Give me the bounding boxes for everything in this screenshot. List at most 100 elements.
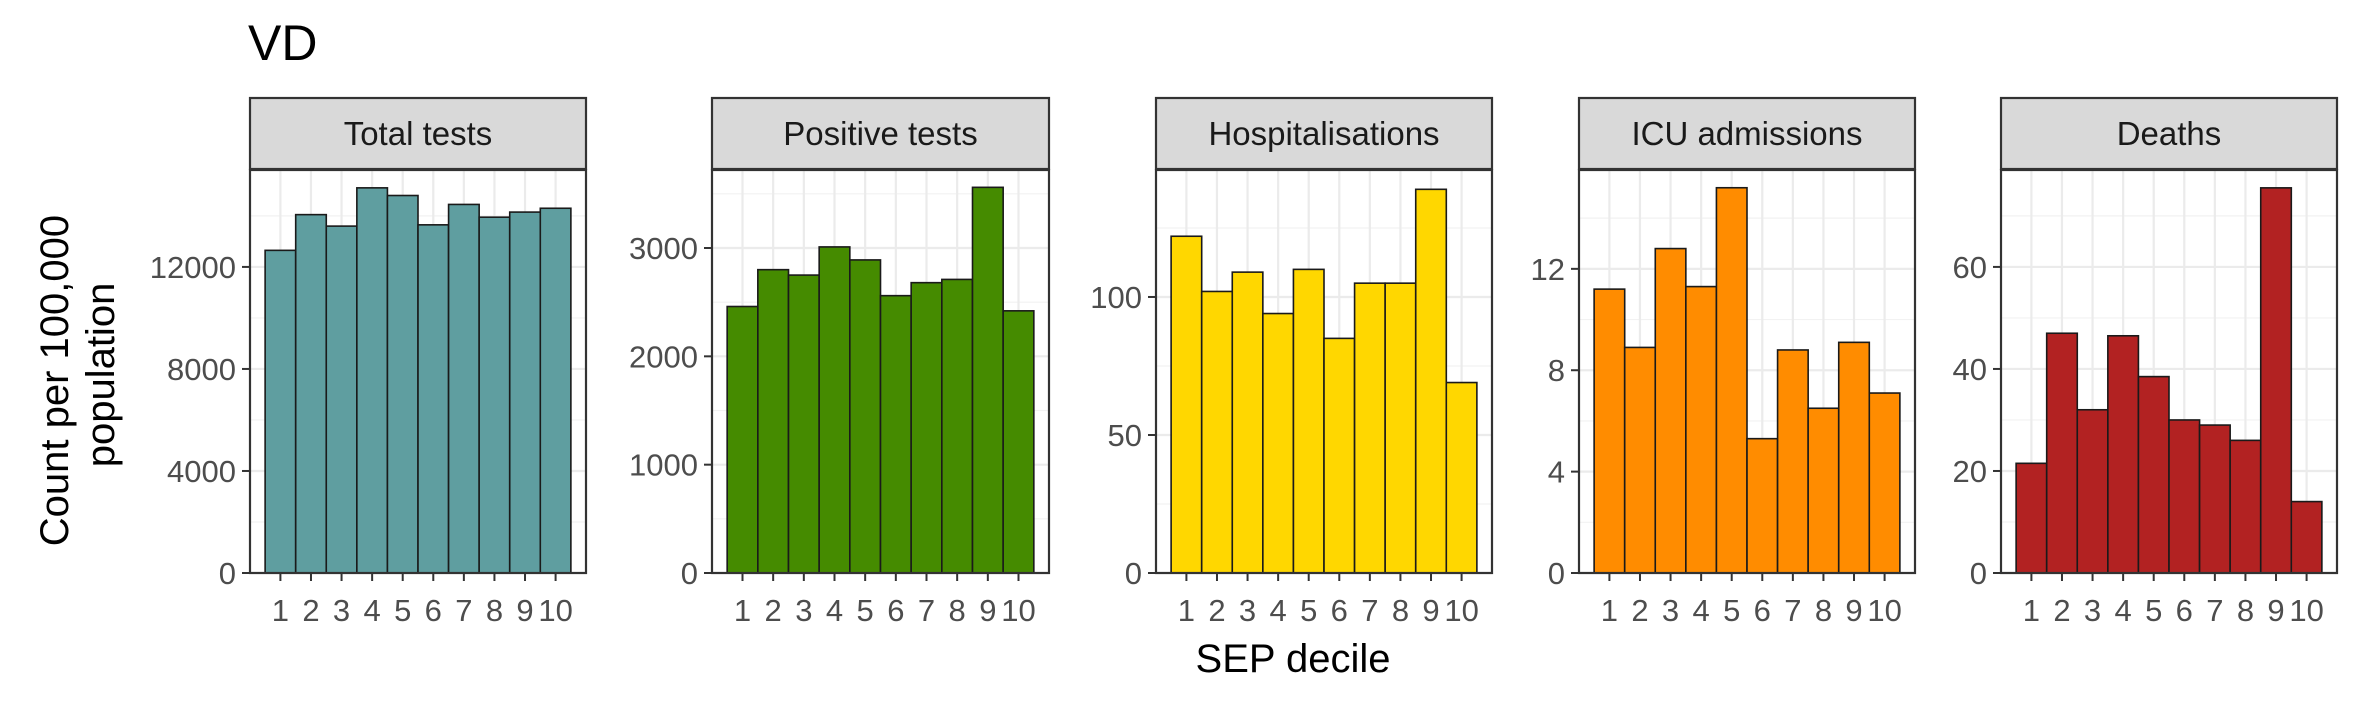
bar-8 [478, 216, 511, 574]
bar-1 [1593, 288, 1626, 574]
x-tick-label: 10 [1444, 593, 1478, 628]
x-tick-label: 4 [364, 593, 381, 628]
bar-1 [264, 249, 297, 574]
bar-9 [1414, 188, 1448, 574]
bar-7 [910, 281, 943, 574]
x-tick-label: 1 [1178, 593, 1195, 628]
y-axis-label: Count per 100,000 population [33, 204, 123, 547]
bar-6 [1323, 337, 1356, 574]
x-tick-label: 5 [2145, 593, 2162, 628]
bar-9 [2259, 187, 2293, 574]
x-tick-label: 1 [272, 593, 289, 628]
bar-5 [1292, 268, 1325, 574]
y-tick-label: 100 [1090, 280, 1142, 315]
x-tick-label: 7 [1361, 593, 1378, 628]
x-tick-label: 4 [1693, 593, 1710, 628]
bar-1 [1170, 235, 1203, 574]
chart-title: VD [248, 15, 317, 71]
y-tick-label: 20 [1953, 454, 1987, 489]
x-tick-label: 8 [949, 593, 966, 628]
panel-2: Hospitalisations 0 50 100 1 2 3 4 5 6 7 8 9 10 [1090, 96, 1494, 628]
bar-8 [941, 278, 974, 574]
facet-strip [248, 96, 588, 171]
bar-1 [2015, 462, 2048, 574]
y-tick-label: 3000 [629, 231, 698, 266]
bar-8 [2229, 439, 2262, 574]
x-tick-label: 8 [1815, 593, 1832, 628]
x-tick-label: 10 [538, 593, 572, 628]
bar-10 [1868, 392, 1901, 574]
bar-3 [325, 225, 358, 574]
y-tick-label: 8000 [167, 352, 236, 387]
facet-strip-label: Positive tests [783, 115, 977, 152]
facet-strip [1154, 96, 1494, 171]
x-tick-label: 3 [1662, 593, 1679, 628]
facet-strip-label: Deaths [2117, 115, 2222, 152]
x-tick-label: 7 [455, 593, 472, 628]
x-tick-label: 1 [734, 593, 751, 628]
x-tick-label: 1 [2023, 593, 2040, 628]
bar-2 [294, 213, 328, 574]
bar-7 [2198, 424, 2231, 574]
x-tick-label: 2 [765, 593, 782, 628]
x-tick-label: 5 [394, 593, 411, 628]
bar-5 [849, 259, 882, 574]
bar-8 [1384, 282, 1417, 574]
bar-5 [386, 194, 419, 574]
panel-0: Total tests 0 4000 8000 12000 1 2 3 4 5 6 7 8 9 10 [150, 96, 588, 628]
x-tick-label: 4 [2115, 593, 2132, 628]
y-tick-label: 2000 [629, 339, 698, 374]
x-tick-label: 6 [1331, 593, 1348, 628]
y-tick-label: 0 [219, 556, 236, 591]
y-tick-label: 60 [1953, 250, 1987, 285]
x-tick-label: 6 [1754, 593, 1771, 628]
facet-strip-label: Total tests [344, 115, 493, 152]
x-tick-label: 10 [1001, 593, 1035, 628]
x-tick-label: 5 [1723, 593, 1740, 628]
bar-2 [757, 268, 790, 574]
x-tick-label: 4 [1270, 593, 1287, 628]
x-tick-label: 5 [1300, 593, 1317, 628]
facet-strip-label: ICU admissions [1631, 115, 1862, 152]
bar-6 [417, 224, 450, 574]
x-tick-label: 10 [2289, 593, 2323, 628]
bar-3 [1654, 247, 1687, 574]
x-tick-label: 5 [857, 593, 874, 628]
bar-10 [1445, 381, 1478, 574]
y-tick-label: 40 [1953, 352, 1987, 387]
bar-10 [2290, 500, 2323, 574]
bar-6 [2168, 419, 2201, 574]
bar-9 [971, 186, 1004, 574]
x-tick-label: 10 [1867, 593, 1901, 628]
x-tick-label: 2 [2053, 593, 2070, 628]
bar-8 [1807, 407, 1840, 574]
bar-6 [879, 294, 912, 574]
facet-strip [710, 96, 1051, 171]
x-tick-label: 3 [795, 593, 812, 628]
x-tick-label: 7 [918, 593, 935, 628]
bar-3 [787, 274, 820, 574]
bar-10 [539, 207, 572, 574]
y-tick-label: 1000 [629, 448, 698, 483]
bar-4 [1685, 285, 1718, 574]
x-tick-label: 6 [425, 593, 442, 628]
x-tick-label: 9 [516, 593, 533, 628]
bar-9 [1837, 341, 1871, 574]
bar-4 [1262, 312, 1295, 574]
facet-strip [1577, 96, 1917, 171]
x-tick-label: 3 [1239, 593, 1256, 628]
bar-5 [2137, 375, 2170, 574]
bar-7 [1776, 349, 1809, 574]
x-tick-label: 2 [1208, 593, 1225, 628]
bar-7 [447, 203, 480, 574]
bar-4 [818, 246, 851, 574]
bar-1 [726, 305, 759, 574]
x-tick-label: 7 [1784, 593, 1801, 628]
x-tick-label: 1 [1601, 593, 1618, 628]
x-tick-label: 4 [826, 593, 843, 628]
bar-3 [1231, 271, 1264, 574]
bar-4 [2107, 334, 2140, 574]
